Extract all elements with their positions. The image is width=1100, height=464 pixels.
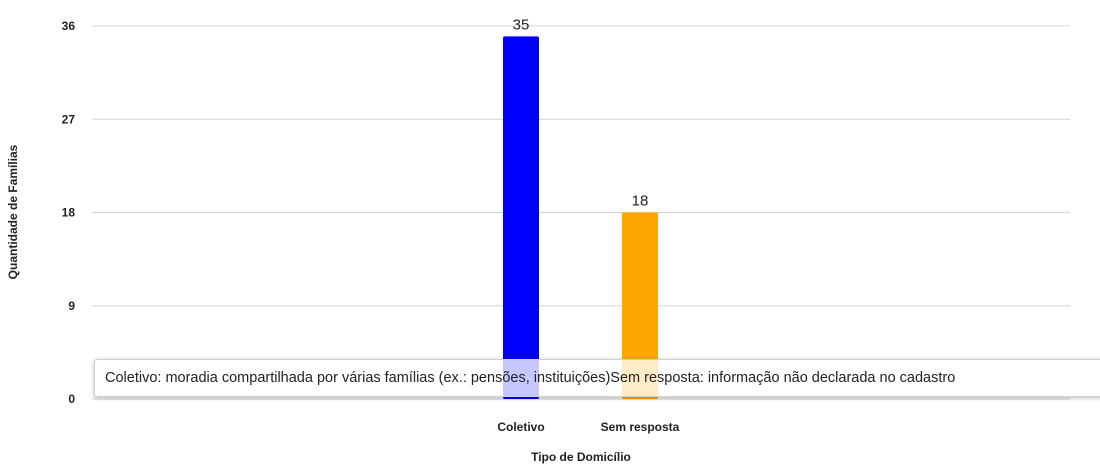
y-axis-ticks: 0 9 18 27 36 bbox=[62, 19, 76, 406]
y-axis-title: Quantidade de Famílias bbox=[6, 144, 20, 279]
bar-coletivo bbox=[503, 36, 539, 399]
bar-sem-resposta bbox=[622, 212, 658, 399]
x-category-label: Sem resposta bbox=[601, 420, 680, 434]
data-label: 35 bbox=[513, 16, 530, 33]
y-tick-label: 18 bbox=[62, 206, 76, 220]
x-axis-title: Tipo de Domicílio bbox=[531, 450, 631, 464]
tooltip-text: Coletivo: moradia compartilhada por vári… bbox=[105, 370, 956, 386]
data-label: 18 bbox=[632, 193, 649, 210]
x-axis-categories: Coletivo Sem resposta bbox=[497, 420, 679, 434]
bars bbox=[503, 36, 658, 399]
y-tick-label: 27 bbox=[62, 112, 76, 126]
data-labels: 35 18 bbox=[513, 16, 649, 209]
y-tick-label: 0 bbox=[68, 392, 75, 406]
x-category-label: Coletivo bbox=[497, 420, 544, 434]
y-tick-label: 36 bbox=[62, 19, 76, 33]
y-tick-label: 9 bbox=[68, 299, 75, 313]
chart-tooltip: Coletivo: moradia compartilhada por vári… bbox=[94, 359, 1100, 397]
gridlines bbox=[92, 25, 1070, 400]
